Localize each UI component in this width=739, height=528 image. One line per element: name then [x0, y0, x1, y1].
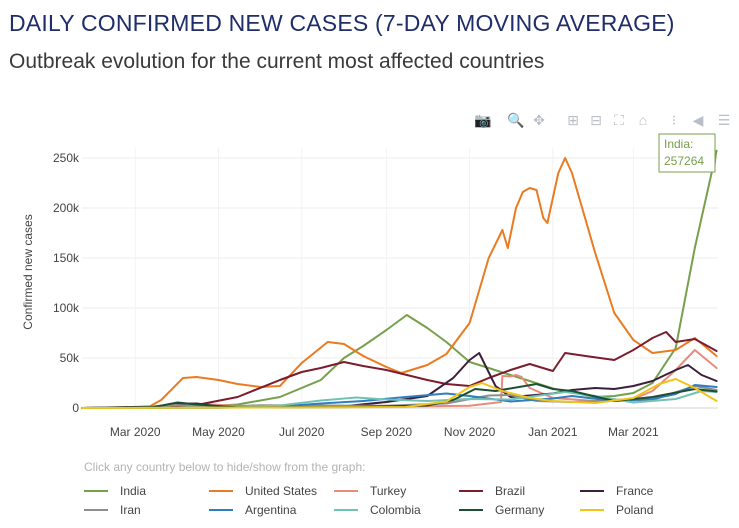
legend-label: Colombia: [370, 503, 421, 517]
legend: India United States Turkey Brazil France Iran…: [84, 483, 734, 523]
y-tick-label: 50k: [60, 351, 80, 365]
legend-item-brazil[interactable]: Brazil: [459, 483, 525, 499]
legend-swatch: [334, 490, 358, 492]
legend-label: Poland: [616, 503, 654, 517]
x-tick-label: May 2020: [192, 425, 245, 439]
x-tick-label: Jan 2021: [528, 425, 578, 439]
x-tick-label: Sep 2020: [361, 425, 413, 439]
legend-swatch: [580, 509, 604, 511]
legend-label: Brazil: [495, 484, 526, 498]
chart-title: DAILY CONFIRMED NEW CASES (7-DAY MOVING …: [9, 10, 675, 36]
y-tick-label: 250k: [53, 151, 80, 165]
legend-label: Iran: [120, 503, 141, 517]
legend-swatch: [84, 509, 108, 511]
legend-swatch: [209, 509, 233, 511]
chart-toolbar: 📷 🔍 ✥ ⊞ ⊟ ⛶ ⌂ ⁝ ◀ ☰: [474, 111, 736, 129]
legend-item-india[interactable]: India: [84, 483, 146, 499]
x-tick-label: Mar 2020: [110, 425, 161, 439]
home-icon[interactable]: ⌂: [638, 112, 648, 128]
x-tick-label: Mar 2021: [608, 425, 659, 439]
pan-icon[interactable]: ✥: [533, 112, 545, 128]
series-line-poland[interactable]: [81, 378, 718, 409]
x-tick-label: Jul 2020: [279, 425, 325, 439]
legend-item-iran[interactable]: Iran: [84, 502, 141, 518]
legend-swatch: [580, 490, 604, 492]
hover-compare-icon[interactable]: ☰: [717, 112, 731, 128]
chart-annotation: India: 257264: [658, 133, 718, 173]
legend-label: Argentina: [245, 503, 297, 517]
camera-icon[interactable]: 📷: [474, 112, 492, 128]
series-line-brazil[interactable]: [81, 331, 718, 409]
legend-swatch: [209, 490, 233, 492]
annotation-label: India:: [664, 137, 693, 151]
legend-label: India: [120, 484, 147, 498]
y-tick-label: 0: [72, 401, 79, 415]
autoscale-icon[interactable]: ⛶: [614, 112, 624, 128]
legend-item-argentina[interactable]: Argentina: [209, 502, 296, 518]
y-axis-label: Confirmed new cases: [21, 214, 35, 329]
series-lines: [81, 149, 718, 409]
legend-label: Germany: [495, 503, 545, 517]
series-line-colombia[interactable]: [81, 390, 718, 409]
x-tick-label: Nov 2020: [444, 425, 496, 439]
y-axis: 0 50k 100k 150k 200k 250k: [53, 151, 80, 415]
legend-label: United States: [245, 484, 318, 498]
y-tick-label: 100k: [53, 301, 80, 315]
series-line-india[interactable]: [81, 149, 718, 409]
x-axis: Mar 2020 May 2020 Jul 2020 Sep 2020 Nov 2020…: [110, 425, 659, 439]
series-line-united-states[interactable]: [81, 157, 718, 409]
legend-item-united-states[interactable]: United States: [209, 483, 317, 499]
legend-item-turkey[interactable]: Turkey: [334, 483, 406, 499]
hover-closest-icon[interactable]: ◀: [692, 112, 704, 128]
legend-item-germany[interactable]: Germany: [459, 502, 544, 518]
legend-label: Turkey: [370, 484, 407, 498]
chart-grid: [82, 148, 718, 409]
legend-label: France: [616, 484, 654, 498]
spike-lines-icon[interactable]: ⁝: [671, 112, 677, 128]
y-tick-label: 200k: [53, 201, 80, 215]
chart-subtitle: Outbreak evolution for the current most …: [9, 50, 545, 73]
annotation-value: 257264: [664, 154, 704, 168]
legend-swatch: [459, 509, 483, 511]
legend-swatch: [334, 509, 358, 511]
legend-item-colombia[interactable]: Colombia: [334, 502, 421, 518]
legend-hint: Click any country below to hide/show fro…: [84, 460, 366, 474]
legend-swatch: [84, 490, 108, 492]
legend-item-poland[interactable]: Poland: [580, 502, 653, 518]
y-tick-label: 150k: [53, 251, 80, 265]
zoom-out-icon[interactable]: ⊟: [590, 112, 602, 128]
legend-swatch: [459, 490, 483, 492]
legend-item-france[interactable]: France: [580, 483, 653, 499]
zoom-in-icon[interactable]: ⊞: [567, 112, 579, 128]
annotation-box: [658, 133, 716, 173]
zoom-icon[interactable]: 🔍: [507, 112, 525, 128]
